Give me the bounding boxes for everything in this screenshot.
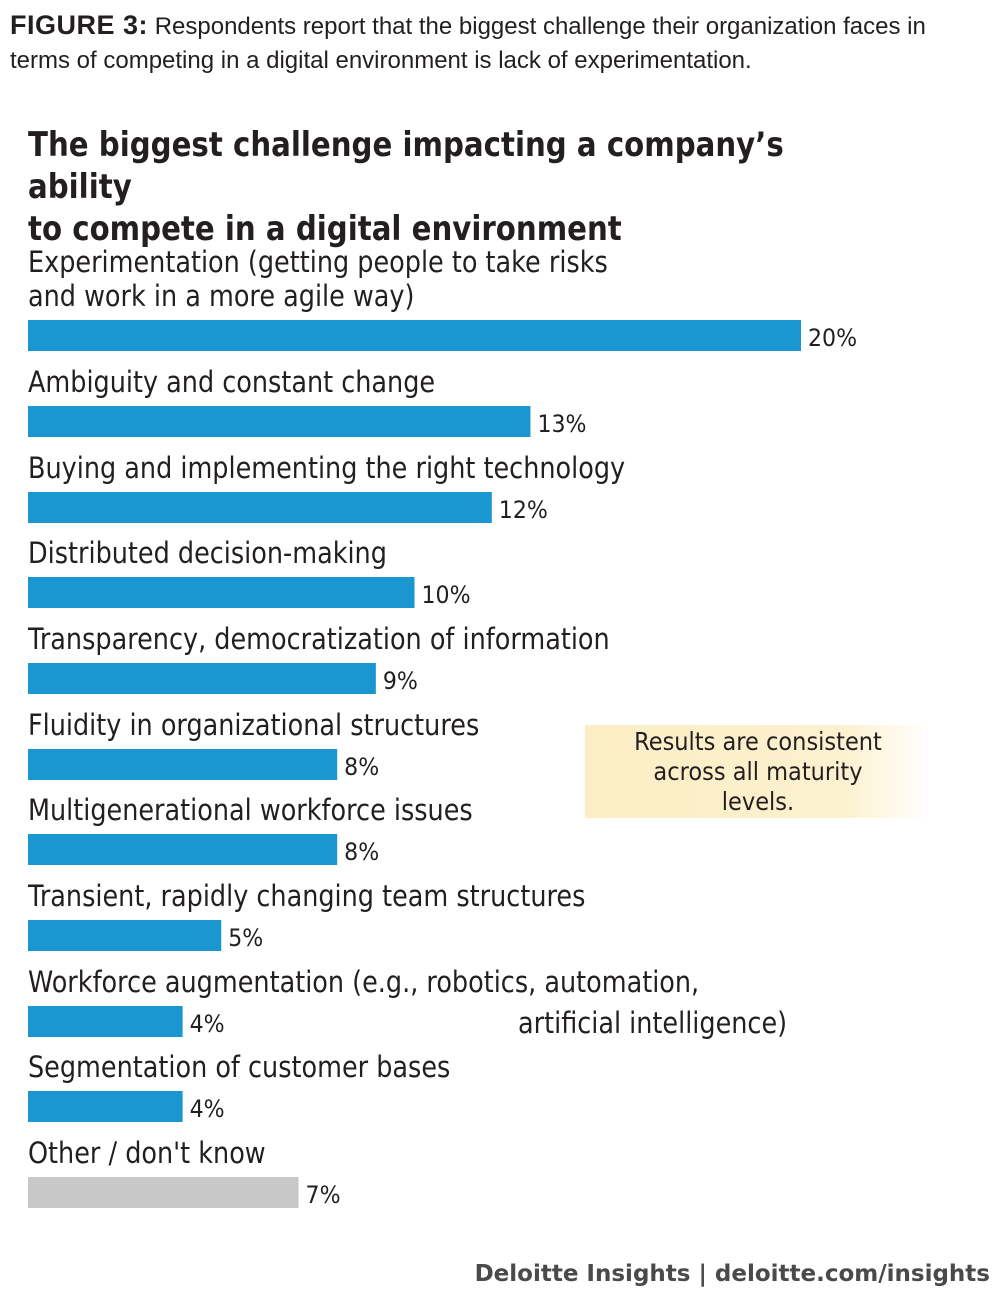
category-label: Other / don't know <box>28 1138 266 1171</box>
category-label: Fluidity in organizational structures <box>28 710 479 743</box>
bar-value-label: 12% <box>499 497 548 524</box>
note-text: Results are consistent across all maturi… <box>633 726 882 816</box>
bar <box>28 834 338 865</box>
footer-url[interactable]: deloitte.com/insights <box>714 1261 990 1287</box>
bar-value-label: 13% <box>537 411 586 438</box>
category-label: Distributed decision-making <box>28 538 387 571</box>
bar-value-label: 8% <box>344 839 379 866</box>
chart-title-line-1: The biggest challenge impacting a compan… <box>28 125 784 207</box>
bar <box>28 406 531 437</box>
note-box: Results are consistent across all maturi… <box>585 725 930 818</box>
category-label: and work in a more agile way) <box>28 281 414 314</box>
footer-separator: | <box>698 1261 707 1287</box>
bar <box>28 749 338 780</box>
bar-value-label: 8% <box>344 754 379 781</box>
bar <box>28 492 492 523</box>
category-label: Buying and implementing the right techno… <box>28 453 625 486</box>
bar-value-label: 4% <box>190 1011 225 1038</box>
category-label: Transparency, democratization of informa… <box>27 624 610 657</box>
bar <box>28 663 376 694</box>
bar-value-label: 9% <box>383 668 418 695</box>
category-label: Ambiguity and constant change <box>28 367 435 400</box>
category-label: Transient, rapidly changing team structu… <box>27 881 585 914</box>
bar <box>28 920 222 951</box>
category-label: Multigenerational workforce issues <box>28 795 473 828</box>
bar-value-label: 4% <box>190 1096 225 1123</box>
figure-caption: FIGURE 3: Respondents report that the bi… <box>10 8 990 78</box>
bar-value-label: 5% <box>228 925 263 952</box>
category-label: Experimentation (getting people to take … <box>28 247 608 280</box>
bar <box>28 577 415 608</box>
chart-title-line-2: to compete in a digital environment <box>28 209 622 249</box>
bar <box>28 1091 183 1122</box>
footer-brand: Deloitte Insights <box>474 1261 691 1287</box>
footer: Deloitte Insights | deloitte.com/insights <box>475 1261 990 1287</box>
category-label: Segmentation of customer bases <box>28 1052 450 1085</box>
figure-caption-text: Respondents report that the biggest chal… <box>10 13 926 74</box>
bar <box>28 320 801 351</box>
figure-label: FIGURE 3: <box>10 10 149 40</box>
bar-value-label: 20% <box>808 325 857 352</box>
category-label-continued: artificial intelligence) <box>518 1008 787 1041</box>
bar <box>28 1006 183 1037</box>
bar-value-label: 10% <box>422 582 471 609</box>
bar-value-label: 7% <box>306 1182 341 1209</box>
category-label: Workforce augmentation (e.g., robotics, … <box>28 967 699 1000</box>
bar <box>28 1177 299 1208</box>
chart-title: The biggest challenge impacting a compan… <box>28 124 802 250</box>
